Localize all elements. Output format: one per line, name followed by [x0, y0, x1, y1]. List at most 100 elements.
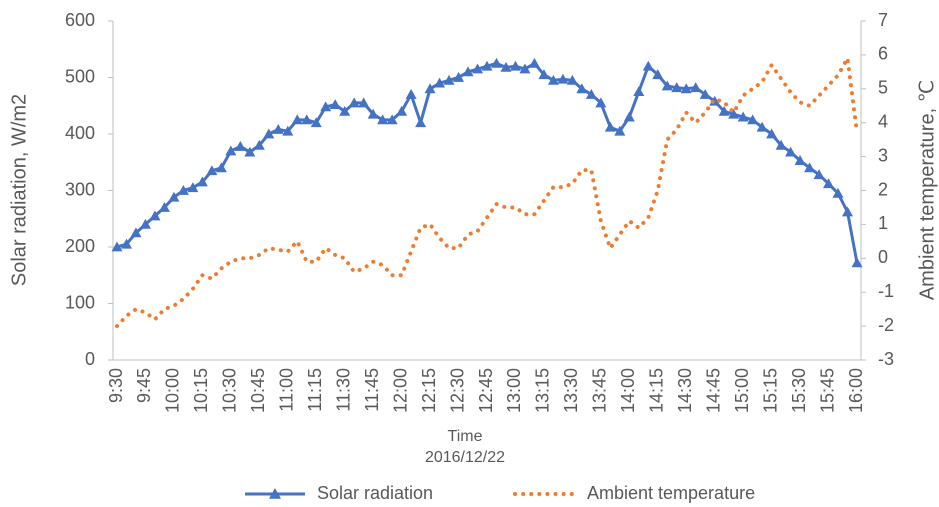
point-marker — [149, 210, 161, 221]
point-marker — [415, 117, 427, 128]
x-tick-label: 10:45 — [248, 368, 268, 413]
point-marker — [196, 176, 208, 187]
point-marker — [396, 105, 408, 116]
point-marker — [481, 60, 493, 71]
point-marker — [585, 88, 597, 99]
point-marker — [320, 101, 332, 112]
point-marker — [804, 162, 816, 173]
legend-label: Solar radiation — [317, 483, 433, 503]
point-marker — [728, 108, 740, 119]
y-axis-title: Solar radiation, W/m2 — [8, 94, 30, 286]
point-marker — [851, 257, 863, 268]
point-marker — [842, 206, 854, 217]
y-tick-label: 300 — [65, 179, 95, 199]
y2-tick-label: 2 — [878, 179, 888, 199]
x-tick-label: 12:00 — [390, 368, 410, 413]
y2-tick-label: -3 — [878, 349, 894, 369]
x-tick-label: 14:30 — [675, 368, 695, 413]
point-marker — [310, 117, 322, 128]
x-tick-label: 10:30 — [220, 368, 240, 413]
point-marker — [377, 114, 389, 125]
point-marker — [566, 74, 578, 85]
point-marker — [158, 201, 170, 212]
x-tick-label: 11:15 — [305, 368, 325, 412]
point-marker — [472, 63, 484, 74]
point-marker — [139, 218, 151, 229]
y2-tick-label: 0 — [878, 247, 888, 267]
point-marker — [177, 185, 189, 195]
x-tick-label: 13:15 — [533, 368, 553, 413]
series-line — [115, 56, 859, 329]
point-marker — [766, 128, 778, 139]
x-tick-label: 15:45 — [817, 368, 837, 413]
point-marker — [823, 178, 835, 189]
y2-tick-label: -1 — [878, 281, 894, 301]
point-marker — [282, 125, 294, 136]
legend-marker — [269, 488, 281, 499]
x-tick-label: 14:15 — [647, 368, 667, 413]
x-tick-label: 10:15 — [191, 368, 211, 413]
x-tick-label: 11:45 — [362, 368, 382, 412]
point-marker — [775, 139, 787, 150]
y-tick-label: 500 — [65, 66, 95, 86]
point-marker — [244, 146, 256, 157]
point-marker — [130, 227, 142, 238]
x-tick-label: 14:00 — [618, 368, 638, 413]
point-marker — [111, 241, 123, 252]
y-tick-label: 600 — [65, 10, 95, 30]
x-tick-label: 15:00 — [732, 368, 752, 413]
point-marker — [794, 155, 806, 165]
point-marker — [367, 108, 379, 119]
point-marker — [509, 60, 521, 71]
point-marker — [490, 57, 502, 68]
x-tick-label: 13:00 — [504, 368, 524, 413]
point-marker — [291, 114, 303, 125]
point-marker — [680, 83, 692, 94]
x-tick-label: 12:30 — [447, 368, 467, 413]
point-marker — [206, 165, 218, 176]
point-marker — [215, 162, 227, 173]
point-marker — [453, 72, 465, 82]
y2-tick-label: 1 — [878, 213, 888, 233]
y2-tick-label: -2 — [878, 315, 894, 335]
x-tick-label: 15:30 — [789, 368, 809, 413]
x-tick-label: 16:00 — [846, 368, 866, 413]
point-marker — [547, 74, 559, 85]
point-marker — [623, 111, 635, 122]
point-marker — [329, 99, 341, 110]
point-marker — [604, 121, 616, 132]
x-tick-label: 9:45 — [134, 368, 154, 403]
x-tick-label: 12:45 — [476, 368, 496, 413]
point-marker — [661, 80, 673, 91]
y2-axis-title: Ambient temperature, ℃ — [916, 80, 938, 300]
y-tick-label: 100 — [65, 292, 95, 312]
point-marker — [528, 57, 540, 68]
point-marker — [301, 114, 313, 125]
x-tick-label: 13:30 — [561, 368, 581, 413]
point-marker — [358, 97, 370, 108]
point-marker — [348, 97, 360, 108]
y2-tick-label: 6 — [878, 44, 888, 64]
y2-tick-label: 3 — [878, 145, 888, 165]
x-axis-title: Time — [448, 428, 483, 445]
point-marker — [633, 86, 645, 97]
point-marker — [168, 191, 180, 202]
x-tick-label: 13:45 — [590, 368, 610, 413]
y2-tick-label: 4 — [878, 111, 888, 131]
point-marker — [386, 114, 398, 125]
point-marker — [500, 61, 512, 72]
y-tick-label: 200 — [65, 236, 95, 256]
point-marker — [718, 105, 730, 116]
point-marker — [595, 97, 607, 108]
point-marker — [747, 114, 759, 125]
y2-tick-label: 7 — [878, 10, 888, 30]
point-marker — [832, 187, 844, 198]
point-marker — [614, 125, 626, 136]
point-marker — [690, 82, 702, 93]
point-marker — [519, 63, 531, 74]
point-marker — [671, 82, 683, 93]
x-tick-label: 12:15 — [419, 368, 439, 413]
point-marker — [756, 121, 768, 132]
point-marker — [187, 182, 199, 193]
